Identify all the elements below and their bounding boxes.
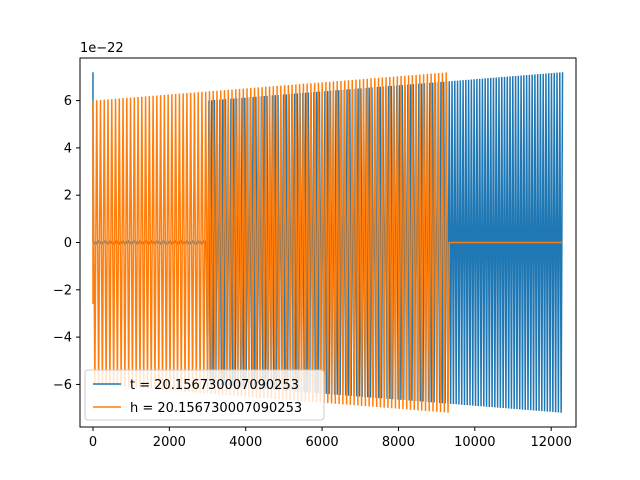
y-tick-label: −4 (53, 331, 72, 346)
y-axis: −6 −4 −2 0 2 4 6 (53, 94, 80, 393)
x-tick-label: 4000 (229, 435, 262, 450)
series-layer (92, 72, 564, 413)
x-tick-label: 8000 (382, 435, 415, 450)
y-tick-label: −6 (53, 378, 72, 393)
legend-box (84, 369, 325, 421)
x-axis: 0 2000 4000 6000 8000 10000 12000 (89, 427, 572, 450)
series-line-h (92, 72, 562, 413)
y-offset-label: 1e−22 (80, 41, 124, 56)
legend-label-t: t = 20.156730007090253 (130, 378, 299, 393)
x-tick-label: 10000 (454, 435, 495, 450)
legend: t = 20.156730007090253 h = 20.1567300070… (84, 369, 325, 421)
x-tick-label: 2000 (153, 435, 186, 450)
plot-area (92, 72, 564, 413)
y-tick-label: −2 (53, 283, 72, 298)
y-tick-label: 6 (64, 94, 72, 109)
y-tick-label: 0 (64, 236, 72, 251)
x-tick-label: 12000 (531, 435, 572, 450)
x-tick-label: 0 (89, 435, 97, 450)
x-tick-label: 6000 (306, 435, 339, 450)
y-tick-label: 2 (64, 189, 72, 204)
y-tick-label: 4 (64, 141, 72, 156)
legend-label-h: h = 20.156730007090253 (130, 401, 302, 416)
